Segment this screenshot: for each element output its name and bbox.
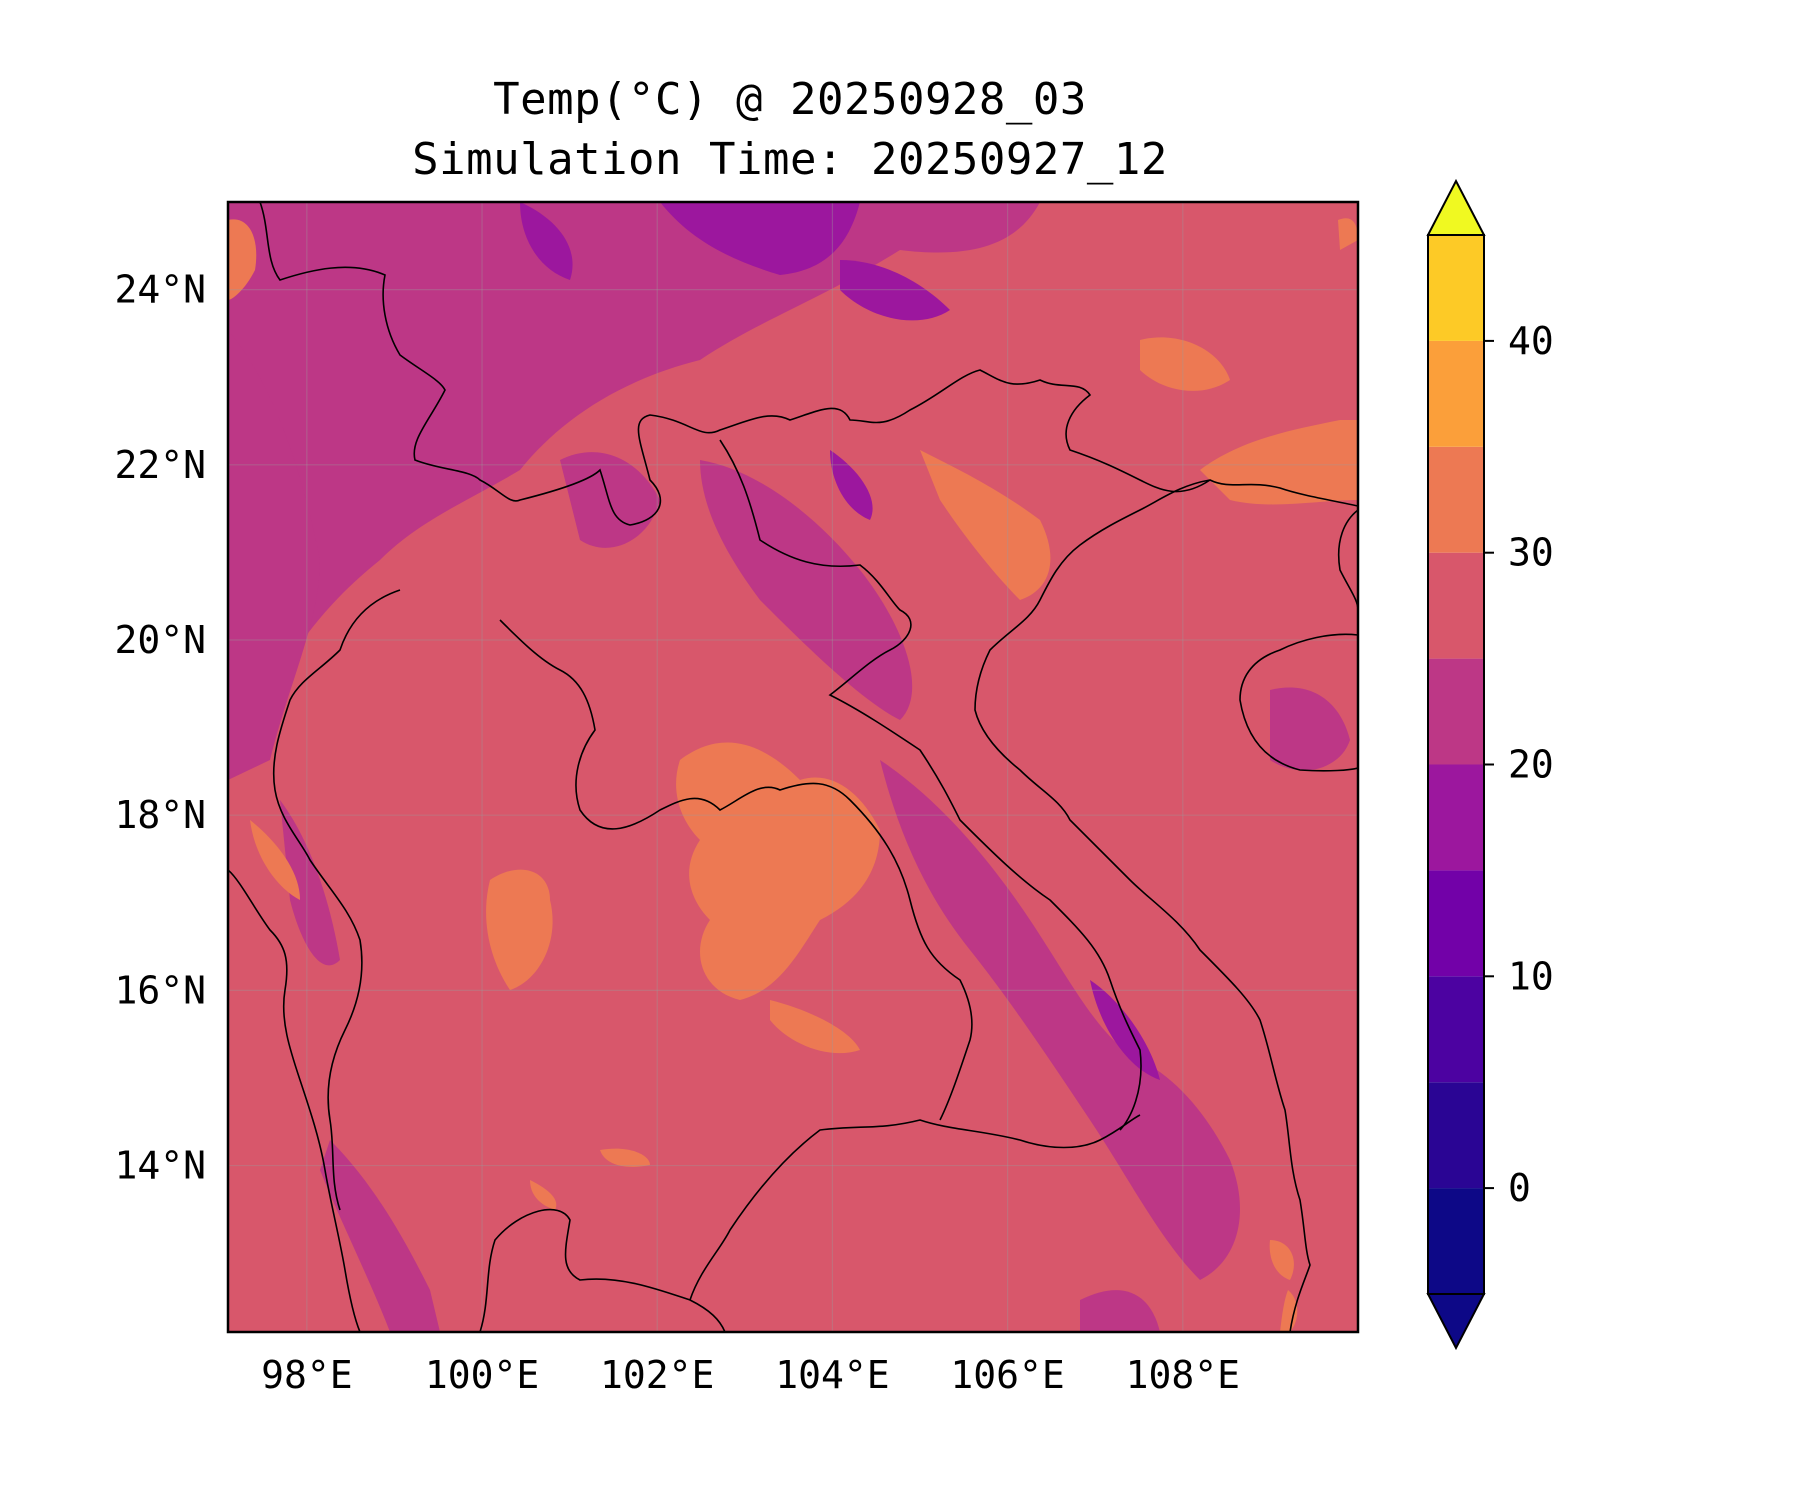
border-laos-vietnam xyxy=(719,439,1142,1131)
x-tick-label: 108°E xyxy=(1126,1353,1240,1397)
colorbar-band xyxy=(1428,764,1484,871)
coastlines-borders xyxy=(228,202,1358,1332)
colorbar-band xyxy=(1428,446,1484,553)
colorbar-tick-label: 0 xyxy=(1508,1166,1531,1210)
x-tick-label: 98°E xyxy=(261,1353,353,1397)
colorbar-band xyxy=(1428,235,1484,341)
map-frame xyxy=(226,200,1360,1334)
colorbar-ticks: 0 10 20 30 40 xyxy=(1484,319,1554,1210)
y-tick-label: 20°N xyxy=(114,618,206,662)
border-myanmar-thailand xyxy=(272,589,401,1211)
latitude-ticks: 24°N 22°N 20°N 18°N 16°N 14°N xyxy=(114,268,206,1188)
y-tick-label: 22°N xyxy=(114,443,206,487)
map-title: Temp(°C) @ 20250928_03 xyxy=(493,74,1087,125)
border-thailand-laos xyxy=(499,619,973,1121)
colorbar-band xyxy=(1428,552,1484,659)
coastline-vietnam-china xyxy=(974,479,1358,1332)
colorbar-extend-min xyxy=(1426,1293,1486,1351)
colorbar-tick-label: 40 xyxy=(1508,319,1554,363)
coastline-hainan xyxy=(1239,633,1358,772)
colorbar-tick-label: 10 xyxy=(1508,954,1554,998)
colorbar-tick-label: 30 xyxy=(1508,531,1554,575)
colorbar-band xyxy=(1428,340,1484,447)
y-tick-label: 14°N xyxy=(114,1144,206,1188)
cool-temperature-regions xyxy=(228,202,1350,1332)
map-gridlines xyxy=(228,202,1358,1332)
border-thailand-cambodia xyxy=(689,1114,1141,1301)
colorbar-band xyxy=(1428,1188,1484,1294)
colorbar-band xyxy=(1428,658,1484,765)
y-tick-label: 16°N xyxy=(114,968,206,1012)
colorbar-tick-label: 20 xyxy=(1508,743,1554,787)
x-tick-label: 100°E xyxy=(425,1353,539,1397)
border-myanmar-china xyxy=(259,202,1211,526)
longitude-ticks: 98°E 100°E 102°E 104°E 106°E 108°E xyxy=(261,1353,1240,1397)
colorbar-band xyxy=(1428,976,1484,1083)
coastline-gulf-thailand xyxy=(479,1208,726,1332)
coastline-leizhou xyxy=(1337,509,1358,611)
warm-temperature-regions xyxy=(228,218,1358,1332)
temperature-field xyxy=(228,202,1358,1332)
x-tick-label: 102°E xyxy=(600,1353,714,1397)
y-tick-label: 24°N xyxy=(114,268,206,312)
x-tick-label: 106°E xyxy=(950,1353,1064,1397)
coastline-andaman xyxy=(228,869,361,1332)
x-tick-label: 104°E xyxy=(775,1353,889,1397)
colorbar-band xyxy=(1428,870,1484,977)
map-subtitle: Simulation Time: 20250927_12 xyxy=(412,134,1168,185)
colorbar-extend-max xyxy=(1426,178,1486,236)
colorbar-band xyxy=(1428,1082,1484,1189)
y-tick-label: 18°N xyxy=(114,793,206,837)
colorbar xyxy=(1426,178,1486,1351)
